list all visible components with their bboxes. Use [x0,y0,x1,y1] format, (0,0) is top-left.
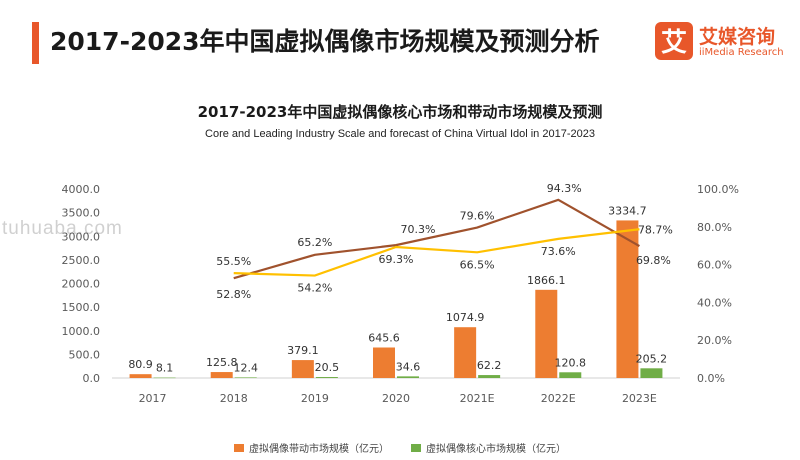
bar-core-market [397,376,419,378]
x-tick-label: 2023E [622,392,657,405]
line-core-growth-label: 54.2% [297,282,332,295]
line-driven-growth-label: 94.3% [547,182,582,195]
logo-mark-icon: 艾 [655,22,693,60]
chart-subtitle: Core and Leading Industry Scale and fore… [205,128,595,140]
line-core-growth-label: 55.5% [216,255,251,268]
y-tick-label: 3000.0 [62,230,101,243]
y2-tick-label: 40.0% [697,296,732,309]
y2-tick-label: 100.0% [697,183,739,196]
x-tick-label: 2019 [301,392,329,405]
legend-label-core: 虚拟偶像核心市场规模（亿元） [426,444,566,455]
legend-item-core: 虚拟偶像核心市场规模（亿元） [411,440,566,455]
bar-core-market [234,377,257,378]
y2-tick-label: 0.0% [697,372,725,385]
x-tick-label: 2021E [460,392,495,405]
bar-driven-market [210,372,233,378]
data-label-core: 34.6 [396,360,421,373]
x-tick-label: 2017 [139,392,167,405]
y-tick-label: 2000.0 [62,278,101,291]
logo-text-en: iiMedia Research [699,47,784,58]
y-tick-label: 1500.0 [62,301,101,314]
bar-core-market [478,375,501,378]
line-driven-growth-label: 70.3% [401,223,436,236]
data-label-core: 62.2 [477,359,502,372]
bar-driven-market [129,374,152,378]
data-label-driven: 1866.1 [527,274,566,287]
watermark-text: tuhuaba.com [2,218,123,239]
line-driven-growth-label: 79.6% [460,210,495,223]
data-label-driven: 1074.9 [446,311,485,324]
bar-core-market [315,377,338,378]
line-driven-growth-label: 65.2% [297,236,332,249]
y-tick-label: 2500.0 [62,254,101,267]
chart-legend: 虚拟偶像带动市场规模（亿元） 虚拟偶像核心市场规模（亿元） [0,440,800,455]
y-tick-label: 4000.0 [62,183,101,196]
y2-tick-label: 20.0% [697,334,732,347]
bar-core-market [559,372,582,378]
legend-swatch-core [411,443,421,452]
legend-label-driven: 虚拟偶像带动市场规模（亿元） [249,444,389,455]
y-tick-label: 0.0 [83,372,101,385]
logo-text-cn: 艾媒咨询 [699,26,776,48]
bar-driven-market [616,220,639,378]
data-label-driven: 3334.7 [608,204,647,217]
bar-core-market [640,368,663,378]
y-tick-label: 1000.0 [62,325,101,338]
legend-swatch-driven [234,443,244,452]
data-label-core: 8.1 [156,362,174,375]
line-core-growth-label: 78.7% [638,223,673,236]
x-tick-label: 2020 [382,392,410,405]
svg-text:艾: 艾 [661,28,687,58]
line-core-growth [233,228,640,277]
bar-driven-market [373,347,395,378]
line-driven-growth [233,198,640,280]
page-title: 2017-2023年中国虚拟偶像市场规模及预测分析 [50,27,600,56]
data-label-core: 20.5 [315,361,340,374]
line-core-growth-label: 66.5% [460,258,495,271]
y2-tick-label: 80.0% [697,221,732,234]
y2-tick-label: 60.0% [697,259,732,272]
bar-driven-market [535,289,558,378]
bar-driven-market [291,360,314,378]
title-accent-bar [32,22,39,64]
data-label-core: 120.8 [555,356,587,369]
bar-core-market [153,377,176,379]
bar-driven-market [454,327,477,378]
y-tick-label: 500.0 [69,348,101,361]
line-core-growth-label: 73.6% [541,245,576,258]
data-label-driven: 80.9 [128,358,153,371]
line-driven-growth-label: 52.8% [216,288,251,301]
data-label-driven: 645.6 [368,331,400,344]
data-label-driven: 125.8 [206,356,238,369]
logo-glyph: 艾 [661,28,687,58]
data-label-core: 12.4 [233,361,258,374]
data-label-driven: 379.1 [287,344,319,357]
line-driven-growth-label: 69.8% [636,254,671,267]
line-core-growth-label: 69.3% [379,253,414,266]
chart-title: 2017-2023年中国虚拟偶像核心市场和带动市场规模及预测 [197,103,603,121]
x-tick-label: 2022E [541,392,576,405]
legend-item-driven: 虚拟偶像带动市场规模（亿元） [234,440,389,455]
x-tick-label: 2018 [220,392,248,405]
data-label-core: 205.2 [636,352,668,365]
brand-logo: 艾 艾媒咨询 iiMedia Research [655,22,795,62]
y-tick-label: 3500.0 [62,207,101,220]
